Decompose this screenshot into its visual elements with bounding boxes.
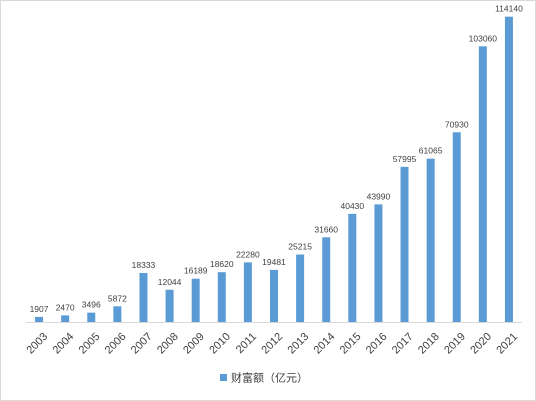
data-label-2020: 103060 bbox=[469, 33, 498, 43]
data-label-2012: 19481 bbox=[262, 257, 286, 267]
x-tick-2021: 2021 bbox=[494, 331, 520, 357]
data-label-2009: 16189 bbox=[184, 266, 208, 276]
x-tick-2019: 2019 bbox=[442, 331, 468, 357]
bar-2019 bbox=[452, 132, 461, 322]
data-label-2021: 114140 bbox=[495, 4, 523, 14]
legend-label: 财富额（亿元） bbox=[231, 371, 308, 385]
data-label-2006: 5872 bbox=[108, 293, 127, 303]
data-label-2015: 40430 bbox=[340, 201, 364, 211]
bar-2014 bbox=[322, 237, 331, 322]
data-label-2019: 70930 bbox=[445, 119, 469, 129]
x-tick-2015: 2015 bbox=[338, 331, 364, 357]
x-tick-2018: 2018 bbox=[416, 331, 442, 357]
x-tick-2004: 2004 bbox=[51, 331, 77, 357]
data-label-2013: 25215 bbox=[288, 242, 312, 252]
x-tick-2012: 2012 bbox=[259, 331, 285, 357]
x-tick-2003: 2003 bbox=[24, 331, 50, 357]
data-label-2017: 57995 bbox=[393, 154, 417, 164]
data-label-2014: 31660 bbox=[314, 224, 338, 234]
bar-2007 bbox=[139, 272, 148, 322]
x-tick-2007: 2007 bbox=[129, 331, 155, 357]
bar-2005 bbox=[87, 312, 96, 322]
bar-2008 bbox=[165, 289, 174, 322]
data-label-2004: 2470 bbox=[56, 302, 75, 312]
bar-2016 bbox=[374, 204, 383, 322]
bar-2010 bbox=[217, 272, 226, 322]
data-label-2018: 61065 bbox=[419, 146, 443, 156]
data-label-2007: 18333 bbox=[132, 260, 156, 270]
x-tick-2005: 2005 bbox=[77, 331, 103, 357]
x-tick-2014: 2014 bbox=[312, 331, 338, 357]
bar-2013 bbox=[296, 254, 305, 322]
bar-2011 bbox=[243, 262, 252, 322]
x-tick-2009: 2009 bbox=[181, 331, 207, 357]
data-label-2011: 22280 bbox=[236, 249, 260, 259]
data-labels-layer: 1907 2470 3496 5872 183331204416189186202228… bbox=[30, 4, 523, 314]
bar-2017 bbox=[400, 166, 409, 322]
x-tick-2006: 2006 bbox=[103, 331, 129, 357]
x-tick-2013: 2013 bbox=[286, 331, 312, 357]
bar-2009 bbox=[191, 278, 200, 322]
x-tick-2010: 2010 bbox=[207, 331, 233, 357]
x-tick-2011: 2011 bbox=[234, 331, 259, 356]
bar-2003 bbox=[35, 316, 44, 322]
x-tick-2016: 2016 bbox=[364, 331, 390, 357]
x-tick-2017: 2017 bbox=[390, 331, 416, 357]
data-label-2016: 43990 bbox=[367, 191, 391, 201]
bar-2004 bbox=[61, 315, 70, 322]
data-label-2003: 1907 bbox=[30, 304, 49, 314]
bar-2021 bbox=[504, 16, 513, 323]
bar-2018 bbox=[426, 158, 435, 322]
data-label-2010: 18620 bbox=[210, 259, 234, 269]
legend: 财富额（亿元） bbox=[220, 371, 308, 385]
data-label-2005: 3496 bbox=[82, 300, 101, 310]
bar-2006 bbox=[113, 306, 122, 322]
bar-2012 bbox=[270, 269, 278, 322]
x-tick-2008: 2008 bbox=[155, 331, 181, 357]
bar-2015 bbox=[348, 213, 357, 322]
x-tick-labels: 2003 2004 2005 2006 2007 2008 2009 2010 2011 2012… bbox=[24, 331, 520, 357]
x-tick-2020: 2020 bbox=[468, 331, 494, 357]
bar-2020 bbox=[478, 46, 487, 323]
data-label-2008: 12044 bbox=[158, 277, 182, 287]
legend-swatch bbox=[220, 374, 227, 381]
bars-layer bbox=[35, 16, 513, 323]
